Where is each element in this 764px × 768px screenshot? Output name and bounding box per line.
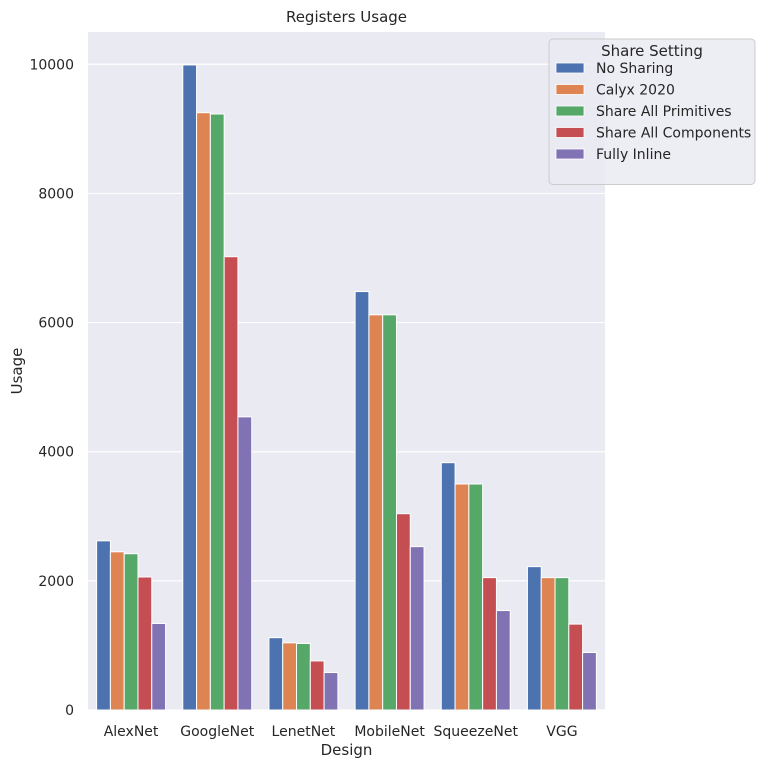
bar xyxy=(582,652,597,711)
legend-item-label: Share All Primitives xyxy=(596,104,732,120)
bar xyxy=(495,610,511,711)
y-tick-label: 2000 xyxy=(38,574,74,590)
legend: Share Setting No Sharing Calyx 2020 Share … xyxy=(548,38,756,185)
legend-swatch xyxy=(555,84,585,95)
x-tick-label: LenetNet xyxy=(272,724,336,740)
x-tick-label: MobileNet xyxy=(354,724,425,740)
bar xyxy=(440,462,456,711)
bar xyxy=(182,64,198,711)
gridlines xyxy=(88,63,605,711)
y-tick-labels: 0 2000 4000 6000 8000 10000 xyxy=(29,57,74,719)
bar xyxy=(409,546,425,711)
x-tick-label: VGG xyxy=(546,724,577,740)
bar xyxy=(568,623,584,711)
x-tick-label: AlexNet xyxy=(104,724,159,740)
y-tick-label: 10000 xyxy=(29,57,74,73)
bar xyxy=(482,577,497,711)
bar xyxy=(209,113,225,711)
bar xyxy=(323,672,339,711)
bar xyxy=(123,553,139,711)
legend-item-label: Share All Components xyxy=(596,126,751,142)
bar xyxy=(223,256,239,711)
y-tick-label: 8000 xyxy=(38,186,74,202)
y-axis-label: Usage xyxy=(8,348,26,395)
x-tick-label: GoogleNet xyxy=(180,724,254,740)
bar xyxy=(96,540,111,711)
legend-item-label: Fully Inline xyxy=(596,147,671,163)
bar xyxy=(395,513,411,711)
legend-swatch xyxy=(555,62,585,74)
bar xyxy=(526,566,542,711)
legend-swatch xyxy=(555,105,585,117)
x-axis-label: Design xyxy=(321,741,373,759)
legend-item-label: Calyx 2020 xyxy=(596,83,675,99)
chart-title: Registers Usage xyxy=(286,8,407,26)
bar xyxy=(282,642,298,711)
bar xyxy=(109,551,125,711)
bar xyxy=(309,660,325,711)
bar xyxy=(468,483,484,711)
bar xyxy=(554,577,570,711)
bar xyxy=(354,291,370,711)
bar xyxy=(296,642,311,711)
bar xyxy=(137,576,153,711)
legend-title: Share Setting xyxy=(601,42,703,60)
legend-swatch xyxy=(555,148,585,160)
bar xyxy=(382,314,397,711)
bar xyxy=(151,622,167,711)
bar xyxy=(268,637,284,711)
legend-swatch xyxy=(555,127,585,138)
y-tick-label: 0 xyxy=(65,703,74,719)
legend-box xyxy=(548,38,756,185)
x-tick-label: SqueezeNet xyxy=(434,724,519,740)
x-tick-labels: AlexNet GoogleNet LenetNet MobileNet Squeeze… xyxy=(104,724,578,740)
y-tick-label: 6000 xyxy=(38,316,74,332)
bar xyxy=(196,112,211,711)
bar xyxy=(540,577,556,711)
plot-area xyxy=(88,32,605,710)
bar xyxy=(237,416,253,711)
y-tick-label: 4000 xyxy=(38,445,74,461)
bars xyxy=(96,64,597,711)
bar xyxy=(368,314,384,711)
bar xyxy=(454,483,470,711)
legend-item-label: No Sharing xyxy=(596,61,673,77)
